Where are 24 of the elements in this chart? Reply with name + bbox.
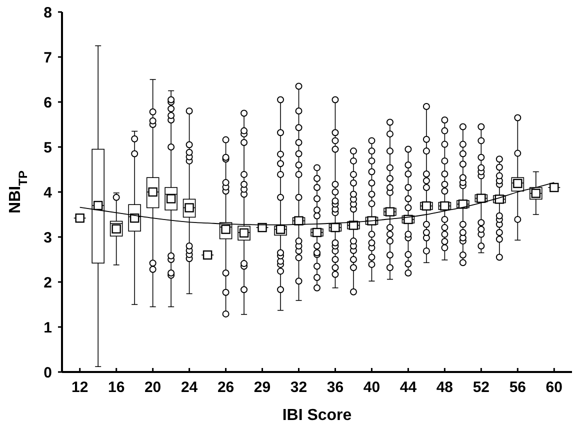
x-tick-label: 20	[144, 379, 162, 396]
y-tick-label: 8	[44, 4, 52, 22]
x-tick-label: 29	[254, 379, 271, 396]
x-tick-label: 36	[326, 379, 344, 396]
x-axis-title: IBI Score	[282, 407, 352, 424]
x-tick-label: 44	[400, 379, 418, 396]
x-tick-label: 52	[472, 379, 490, 396]
y-tick-label: 7	[44, 49, 52, 66]
x-tick-label: 40	[363, 379, 380, 396]
y-tick-label: 3	[44, 229, 52, 246]
x-tick-label: 48	[436, 379, 454, 396]
y-tick-label: 6	[44, 94, 52, 112]
y-tick-label: 2	[44, 274, 52, 292]
x-tick-label: 60	[546, 379, 562, 396]
y-tick-label: 1	[44, 319, 52, 336]
x-tick-label: 32	[290, 379, 308, 396]
x-tick-label: 56	[509, 379, 526, 396]
y-tick-label: 5	[44, 139, 52, 156]
x-tick-label: 12	[72, 379, 88, 396]
x-tick-label: 16	[108, 379, 125, 396]
y-tick-label: 0	[44, 364, 52, 382]
x-tick-label: 24	[180, 379, 198, 396]
x-tick-label: 26	[217, 379, 234, 396]
y-tick-label: 4	[44, 184, 53, 202]
